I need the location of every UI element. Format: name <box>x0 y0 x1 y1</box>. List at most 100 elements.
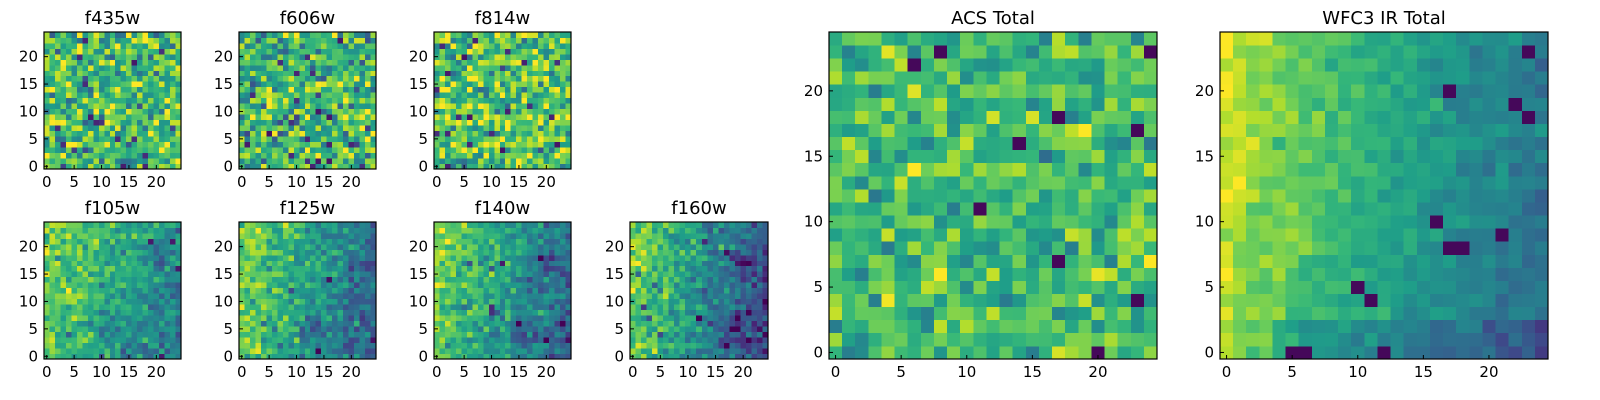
heatmap-cell <box>439 114 446 121</box>
heatmap-cell <box>299 304 306 311</box>
heatmap-cell <box>137 243 144 250</box>
heatmap-cell <box>343 298 349 305</box>
heatmap-cell <box>98 320 105 327</box>
heatmap-cell <box>532 293 539 300</box>
heatmap-cell <box>82 309 89 316</box>
heatmap-cell <box>477 342 484 349</box>
heatmap-cell <box>332 136 339 142</box>
heatmap-cell <box>126 243 133 250</box>
heatmap-cell <box>175 254 182 261</box>
heatmap-cell <box>159 227 165 234</box>
heatmap-cell <box>718 326 725 332</box>
heatmap-cell <box>466 282 473 289</box>
x-tick-label: 5 <box>656 363 666 381</box>
heatmap-cell <box>907 202 922 216</box>
heatmap-cell <box>109 59 116 66</box>
heatmap-cell <box>1130 149 1145 164</box>
heatmap-cell <box>175 293 182 300</box>
heatmap-cell <box>343 152 349 159</box>
heatmap-cell <box>370 64 377 71</box>
heatmap-cell <box>516 227 523 234</box>
heatmap-cell <box>54 287 61 294</box>
heatmap-cell <box>444 254 451 261</box>
heatmap-cell <box>560 293 566 300</box>
heatmap-cell <box>249 342 256 349</box>
heatmap-cell <box>76 136 83 142</box>
heatmap-cell <box>244 130 251 137</box>
heatmap-cell <box>690 260 697 267</box>
heatmap-cell <box>1065 319 1079 334</box>
heatmap-cell <box>359 293 366 300</box>
heatmap-cell <box>277 42 284 49</box>
heatmap-cell <box>712 271 719 278</box>
heatmap-cell <box>109 227 116 234</box>
heatmap-cell <box>740 348 747 354</box>
heatmap-cell <box>679 353 686 360</box>
heatmap-cell <box>277 315 284 322</box>
heatmap-cell <box>986 228 1000 242</box>
heatmap-cell <box>266 315 273 322</box>
heatmap-cell <box>740 282 747 289</box>
heatmap-cell <box>439 48 446 55</box>
heatmap-cell <box>829 228 843 242</box>
heatmap-cell <box>288 320 295 327</box>
heatmap-cell <box>554 304 561 311</box>
heatmap-cell <box>137 108 144 115</box>
heatmap-cell <box>359 287 366 294</box>
x-tick-label: 0 <box>237 363 247 381</box>
heatmap-cell <box>249 37 256 44</box>
heatmap-cell <box>434 254 440 261</box>
heatmap-cell <box>565 42 572 49</box>
heatmap-cell <box>461 48 468 55</box>
heatmap-cell <box>159 75 165 82</box>
heatmap-cell <box>126 147 133 153</box>
heatmap-cell <box>499 243 506 250</box>
heatmap-cell <box>109 254 116 261</box>
heatmap-cell <box>332 276 339 283</box>
heatmap-cell <box>109 260 116 267</box>
heatmap-cell <box>745 260 752 267</box>
heatmap-cell <box>762 254 769 261</box>
heatmap-cell <box>483 114 490 121</box>
heatmap-cell <box>137 119 144 126</box>
heatmap-cell <box>712 326 719 332</box>
heatmap-cell <box>49 309 56 316</box>
heatmap-cell <box>60 227 67 234</box>
heatmap-cell <box>472 158 479 164</box>
heatmap-cell <box>343 238 349 245</box>
heatmap-cell <box>516 125 523 132</box>
heatmap-cell <box>712 260 719 267</box>
heatmap-cell <box>137 92 144 99</box>
heatmap-cell <box>321 227 328 234</box>
heatmap-cell <box>1091 228 1105 242</box>
heatmap-cell <box>304 331 311 338</box>
heatmap-cell <box>337 293 344 300</box>
heatmap-cell <box>148 315 154 322</box>
heatmap-cell <box>310 158 317 164</box>
heatmap-cell <box>690 265 697 272</box>
heatmap-cell <box>131 97 138 104</box>
heatmap-cell <box>137 81 144 88</box>
heatmap-cell <box>170 260 176 267</box>
heatmap-cell <box>488 32 495 38</box>
heatmap-cell <box>98 158 105 164</box>
heatmap-cell <box>756 337 763 343</box>
heatmap-cell <box>142 337 149 343</box>
heatmap-cell <box>175 232 182 239</box>
heatmap-cell <box>126 232 133 239</box>
heatmap-cell <box>455 114 462 121</box>
heatmap-cell <box>115 304 122 311</box>
heatmap-cell <box>455 163 462 170</box>
heatmap-cell <box>137 114 144 121</box>
heatmap-cell <box>646 276 653 283</box>
heatmap-cell <box>439 64 446 71</box>
heatmap-cell <box>881 306 895 321</box>
heatmap-cell <box>494 70 501 77</box>
heatmap-cell <box>76 282 83 289</box>
heatmap-cell <box>560 353 566 360</box>
heatmap-cell <box>321 147 328 153</box>
heatmap-cell <box>641 282 647 289</box>
heatmap-cell <box>98 75 105 82</box>
heatmap-cell <box>560 141 566 148</box>
y-tick-label: 15 <box>409 75 428 93</box>
